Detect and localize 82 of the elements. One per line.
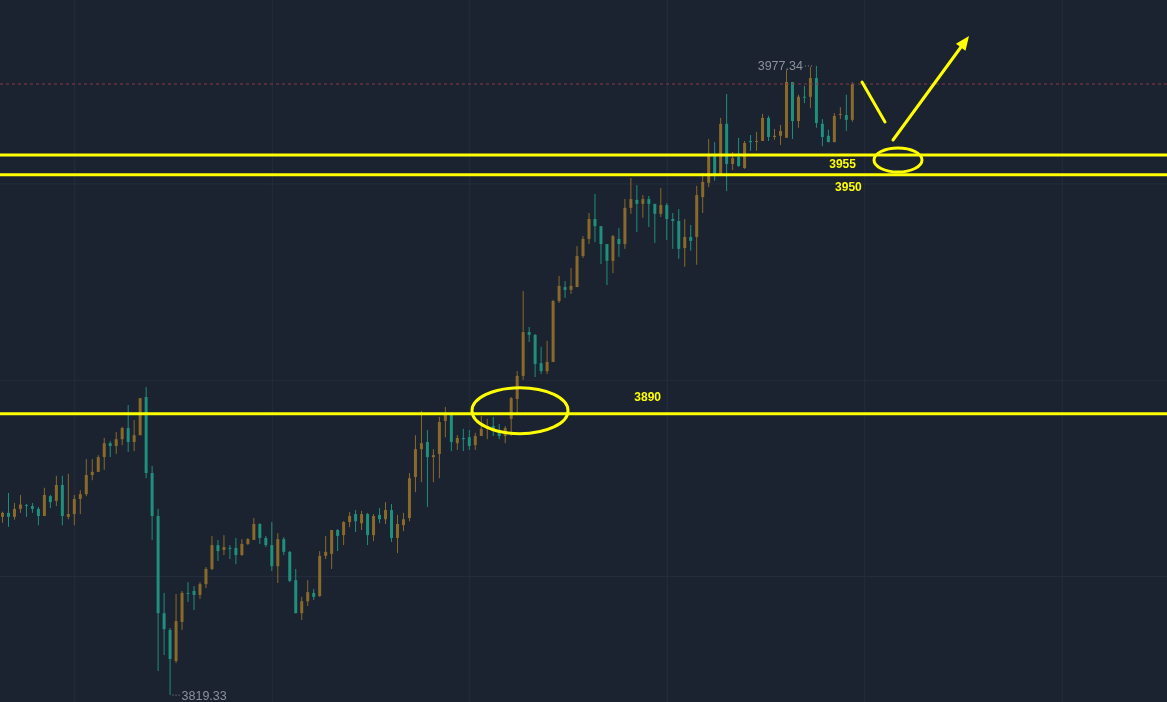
candlestick <box>324 535 328 560</box>
candlestick <box>342 520 346 546</box>
ref-line-label: 3950 <box>835 179 863 194</box>
candlestick <box>527 326 531 343</box>
candlestick <box>120 426 124 446</box>
candlestick <box>808 66 812 109</box>
candlestick <box>6 492 10 528</box>
candlestick <box>234 537 238 565</box>
candlestick <box>372 513 376 542</box>
candlestick <box>820 118 824 147</box>
candlestick <box>838 106 842 120</box>
candlestick <box>114 431 118 455</box>
candlestick <box>593 193 597 243</box>
candlestick <box>354 509 358 533</box>
candlestick <box>617 227 621 258</box>
candlestick <box>539 346 543 375</box>
candlestick <box>24 503 28 518</box>
candlestick <box>683 218 687 268</box>
candlestick <box>419 410 423 483</box>
candlestick <box>330 529 334 570</box>
candlestick <box>102 437 106 471</box>
candlestick <box>659 187 663 218</box>
candlestick <box>844 94 848 132</box>
candlestick <box>384 501 388 525</box>
candlestick <box>689 224 693 252</box>
candlestick <box>629 177 633 215</box>
candlestick <box>90 458 94 481</box>
candlestick <box>395 514 399 554</box>
candlestick <box>647 195 651 228</box>
candlestick <box>360 510 364 531</box>
candlestick <box>186 581 190 603</box>
candlestick <box>767 115 771 142</box>
ref-line-label: 3955 <box>829 156 857 171</box>
candlestick <box>671 212 675 250</box>
candlestick <box>54 475 58 507</box>
candlestick <box>336 528 340 552</box>
candlestick <box>569 267 573 295</box>
candlestick <box>162 592 166 656</box>
candlestick <box>467 429 471 451</box>
candlestick <box>665 202 669 241</box>
candlestick <box>545 340 549 375</box>
candlestick <box>42 487 46 517</box>
candlestick <box>126 404 130 453</box>
candlestick <box>78 489 82 515</box>
candlestick <box>300 596 304 621</box>
candlestick <box>563 280 567 299</box>
candlestick <box>132 419 136 452</box>
ref-line-label: 3890 <box>634 390 662 405</box>
candlestick <box>641 194 645 219</box>
candlestick <box>425 429 429 508</box>
candlestick <box>66 473 70 520</box>
candlestick <box>779 124 782 146</box>
candlestick <box>222 534 226 556</box>
candlestick <box>72 494 76 526</box>
candlestick <box>653 203 657 244</box>
candlestick <box>605 243 609 286</box>
candlestick <box>635 184 639 233</box>
candlestick <box>557 275 561 304</box>
candlestick <box>431 448 435 483</box>
candlestick <box>192 585 196 611</box>
candlestick <box>581 235 585 259</box>
candlestick <box>216 539 220 562</box>
candlestick <box>366 512 370 546</box>
candlestick <box>599 225 603 265</box>
candlestick <box>228 544 232 560</box>
candlestick <box>443 406 447 438</box>
candlestick <box>401 512 405 532</box>
candlestick <box>761 113 765 142</box>
candlestick <box>306 579 310 607</box>
candlestick <box>84 458 88 497</box>
candlestick <box>204 566 208 589</box>
candlestick <box>737 137 741 168</box>
candlestick <box>270 521 274 572</box>
candlestick <box>755 131 759 152</box>
candlestick <box>36 506 40 526</box>
candlestick <box>802 85 806 104</box>
candlestick <box>258 522 262 545</box>
candlestick <box>252 517 256 541</box>
candlestick <box>210 535 214 571</box>
candlestick <box>587 212 591 245</box>
annotation: 3819.33 <box>181 688 227 702</box>
annotation: 3977.34 <box>757 59 803 74</box>
